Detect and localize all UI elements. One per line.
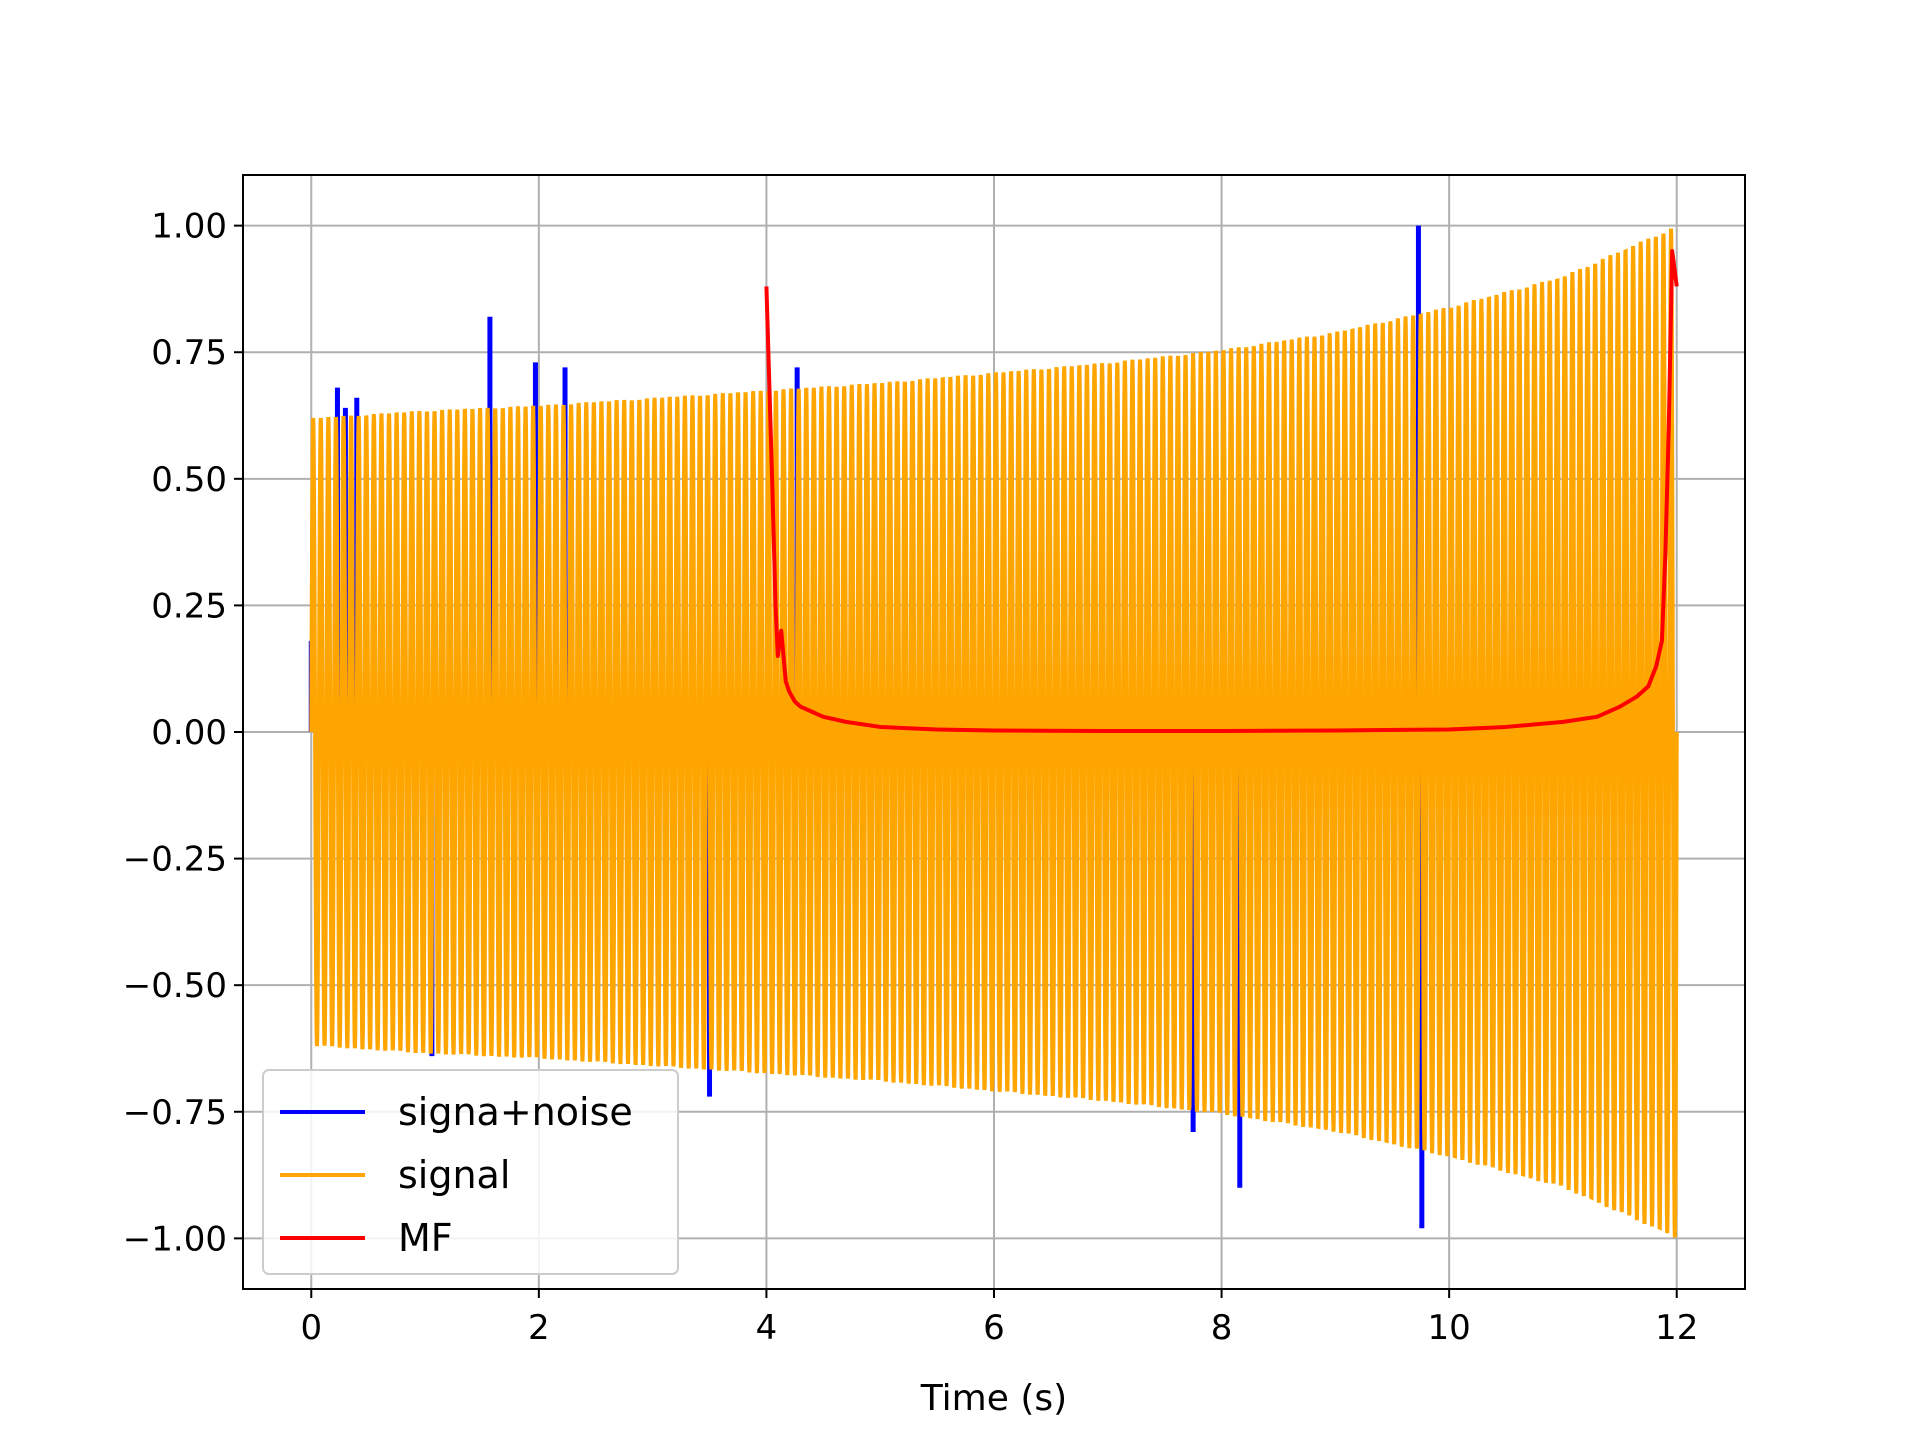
x-tick-label: 6	[983, 1308, 1005, 1348]
legend-label: MF	[398, 1216, 453, 1260]
legend-label: signa+noise	[398, 1090, 633, 1134]
y-tick-label: 0.00	[151, 713, 227, 753]
y-tick-label: −0.75	[123, 1093, 227, 1133]
plot-area	[243, 175, 1745, 1289]
y-tick-label: −0.25	[123, 840, 227, 880]
y-tick-label: 0.25	[151, 586, 227, 626]
x-axis-label: Time (s)	[920, 1378, 1067, 1419]
axis-ticks: 0 2 4 6 8 10 12 1.00 0.75 0.50 0.25 0.00 −0.25 −0.50 −…	[123, 207, 1699, 1348]
series-layer	[308, 225, 1679, 1238]
y-tick-label: 1.00	[151, 207, 227, 247]
x-tick-label: 10	[1428, 1308, 1471, 1348]
legend-box	[262, 1069, 679, 1275]
x-tick-label: 0	[300, 1308, 322, 1348]
y-tick-label: −0.50	[123, 966, 227, 1006]
legend: signa+noise signal MF	[262, 1069, 679, 1275]
series-mf-line	[764, 248, 1679, 733]
y-tick-label: −1.00	[123, 1219, 227, 1259]
y-tick-label: 0.75	[151, 333, 227, 373]
x-tick-label: 12	[1655, 1308, 1698, 1348]
x-tick-label: 2	[528, 1308, 550, 1348]
x-tick-label: 8	[1211, 1308, 1233, 1348]
legend-label: signal	[398, 1153, 510, 1197]
x-tick-label: 4	[756, 1308, 778, 1348]
y-tick-label: 0.50	[151, 460, 227, 500]
